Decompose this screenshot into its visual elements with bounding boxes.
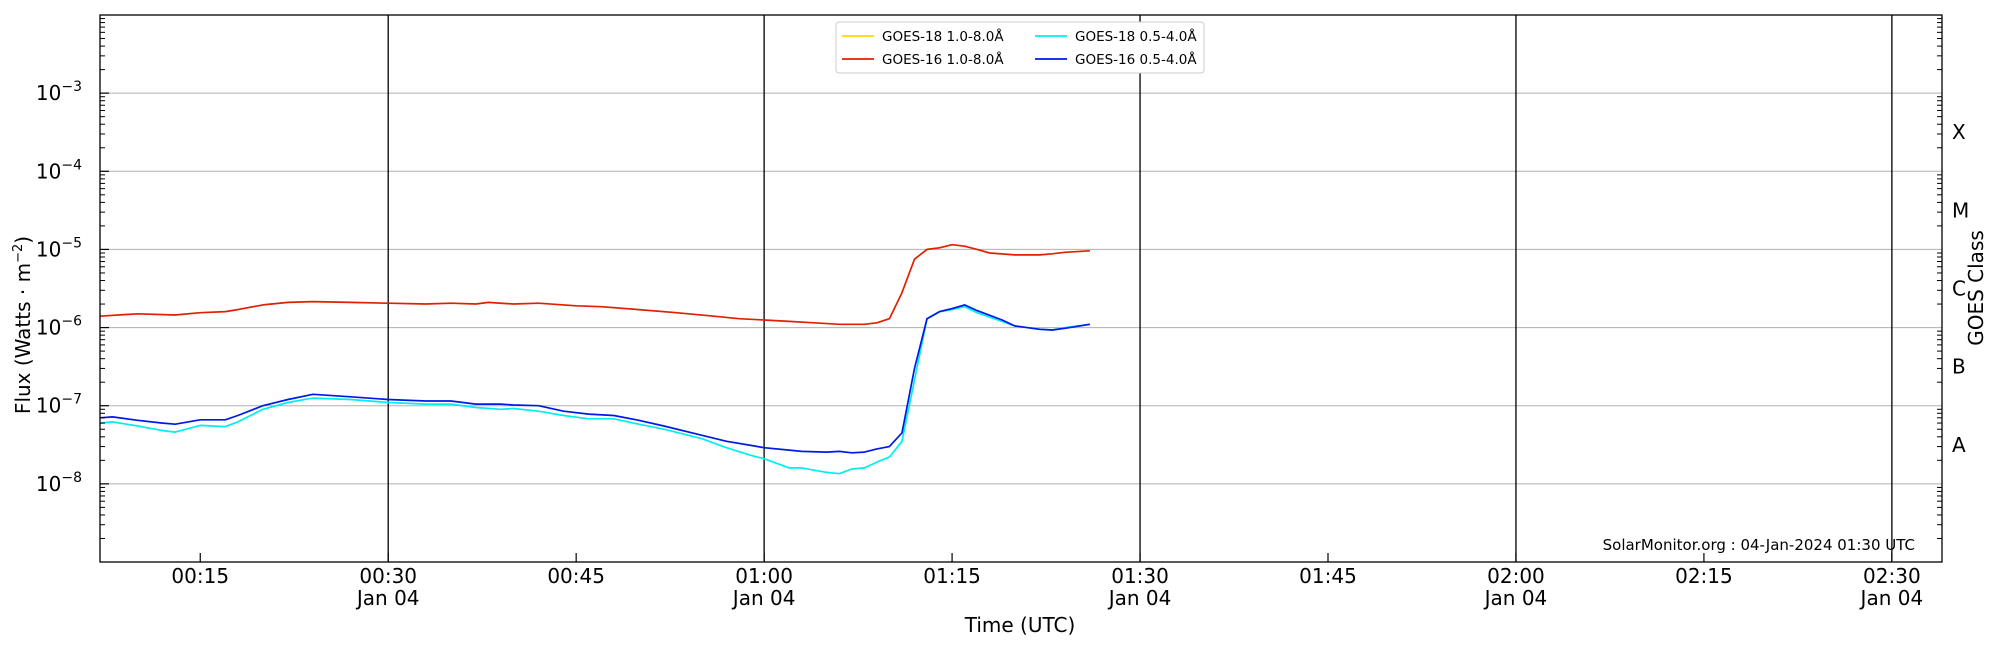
goes-class-label: B	[1952, 355, 1966, 379]
y-tick-label: 10−7	[36, 392, 82, 418]
x-tick-date-label: Jan 04	[1859, 586, 1924, 610]
y-axis-label-superscript: −2	[11, 244, 26, 263]
series-layer	[99, 243, 1091, 475]
legend-label: GOES-16 1.0-8.0Å	[882, 51, 1004, 68]
plot-frame	[99, 14, 1943, 563]
series-line	[99, 305, 1091, 475]
legend-box	[835, 21, 1205, 74]
x-tick-time-label: 00:45	[547, 564, 605, 588]
y-tick-label: 10−4	[36, 157, 82, 183]
series-line	[99, 243, 1090, 326]
watermark-credit: SolarMonitor.org : 04-Jan-2024 01:30 UTC	[1603, 536, 1915, 554]
goes-class-label: A	[1952, 433, 1966, 457]
x-tick-date-label: Jan 04	[731, 586, 796, 610]
goes-class-axis-label: GOES Class	[1964, 230, 1988, 346]
x-tick-time-label: 02:30	[1863, 564, 1921, 588]
x-tick-time-label: 00:15	[171, 564, 229, 588]
y-tick-label: 10−6	[36, 314, 82, 340]
grid-layer	[100, 15, 1942, 562]
x-tick-time-label: 01:15	[923, 564, 981, 588]
x-tick-time-label: 02:15	[1675, 564, 1733, 588]
x-tick-time-label: 01:00	[735, 564, 793, 588]
x-tick-time-label: 01:30	[1111, 564, 1169, 588]
legend: GOES-18 1.0-8.0Å GOES-16 1.0-8.0Å GOES-18 …	[835, 21, 1205, 74]
legend-label: GOES-18 0.5-4.0Å	[1075, 28, 1197, 45]
goes-class-label: X	[1952, 120, 1966, 144]
goes-class-label: M	[1952, 198, 1969, 222]
x-axis-label: Time (UTC)	[964, 613, 1076, 637]
y-axis-label-close: )	[11, 236, 35, 244]
y-axis-label-main: Flux (Watts · m	[11, 263, 35, 414]
y-axis-label: Flux (Watts · m−2)	[11, 236, 35, 414]
y-tick-label: 10−8	[36, 470, 82, 496]
series-line	[99, 304, 1091, 454]
legend-label: GOES-16 0.5-4.0Å	[1075, 51, 1197, 68]
x-tick-date-label: Jan 04	[1107, 586, 1172, 610]
goes-class-label: C	[1952, 277, 1966, 301]
legend-label: GOES-18 1.0-8.0Å	[882, 28, 1004, 45]
x-tick-time-label: 00:30	[359, 564, 417, 588]
y-tick-label: 10−3	[36, 79, 82, 105]
x-tick-date-label: Jan 04	[1483, 586, 1548, 610]
x-tick-time-label: 01:45	[1299, 564, 1357, 588]
x-tick-date-label: Jan 04	[355, 586, 420, 610]
x-tick-time-label: 02:00	[1487, 564, 1545, 588]
y-tick-label: 10−5	[36, 235, 82, 261]
